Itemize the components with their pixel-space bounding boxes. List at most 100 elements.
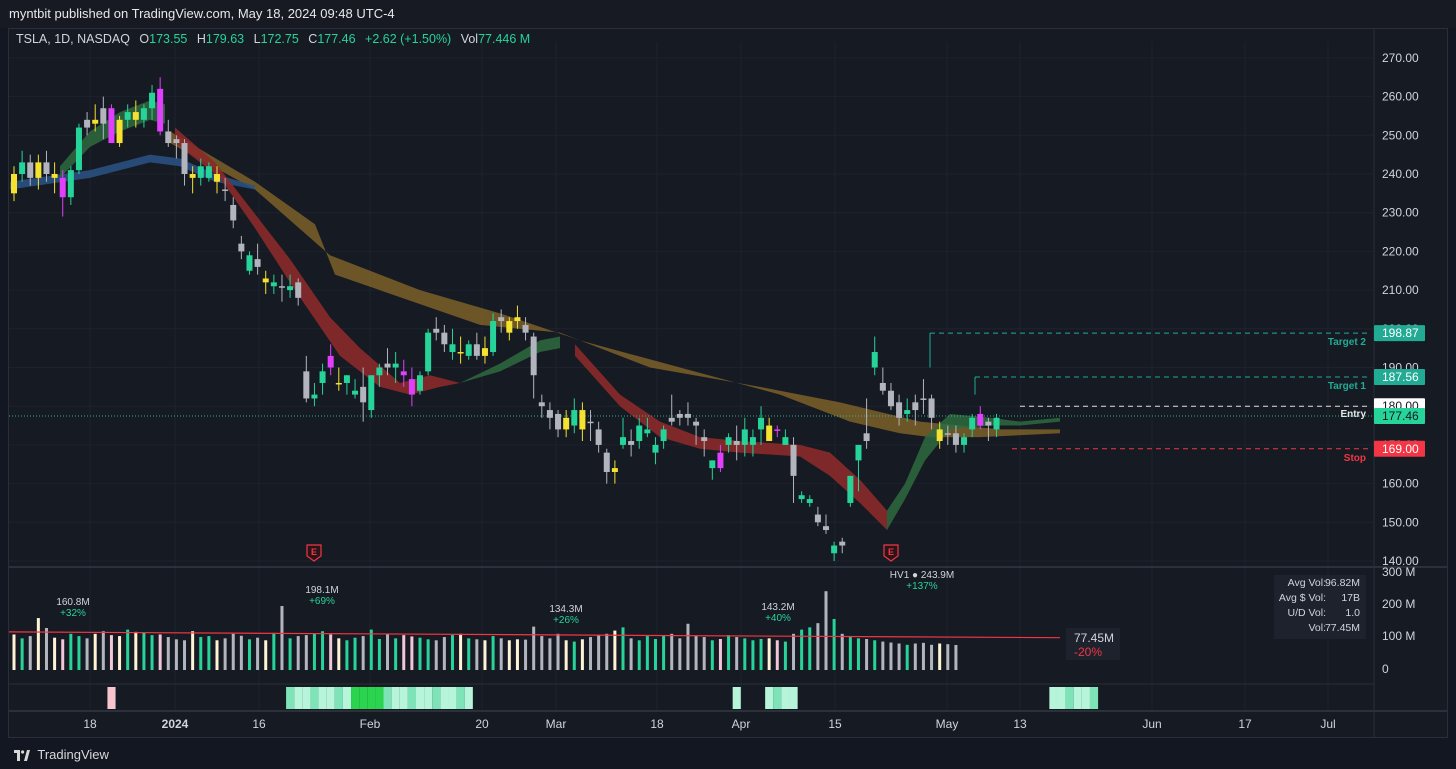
candle-body	[352, 390, 359, 395]
volume-bar	[44, 628, 48, 670]
volume-bar	[540, 636, 544, 670]
time-tick-label: 17	[1238, 717, 1252, 731]
volume-bar	[662, 635, 666, 670]
volume-bar	[824, 591, 828, 670]
candle-body	[59, 177, 66, 198]
volume-bar	[353, 637, 357, 670]
current-volume-value: 77.45M	[1074, 631, 1115, 645]
candle-body	[863, 433, 870, 442]
volume-bar	[321, 631, 325, 670]
stop-label: Stop	[1344, 453, 1366, 464]
volume-bar	[199, 637, 203, 670]
candle-body	[579, 410, 586, 430]
avg-dollar-vol-label: Avg $ Vol:	[1278, 592, 1326, 604]
candle-body	[587, 421, 594, 424]
signal-cell	[302, 687, 311, 709]
stop-box	[1374, 440, 1425, 457]
volume-bar	[930, 644, 934, 670]
price-tick-label: 210.00	[1382, 283, 1419, 297]
symbol-label[interactable]: TSLA, 1D, NASDAQ	[16, 32, 130, 46]
volume-bar	[808, 627, 812, 670]
candle-body	[173, 139, 180, 144]
price-tick-label: 260.00	[1382, 90, 1419, 104]
volume-bar	[848, 637, 852, 670]
time-tick-label: Feb	[360, 717, 381, 731]
signal-cell	[399, 687, 408, 709]
candle-body	[782, 437, 789, 445]
volume-bar	[873, 640, 877, 670]
volume-bar	[345, 640, 349, 670]
volume-bar	[499, 638, 503, 670]
candle-body	[43, 162, 50, 174]
target2-label: Target 2	[1328, 337, 1367, 348]
target2-value: 198.87	[1382, 326, 1419, 340]
candle-body	[766, 425, 773, 442]
candle-body	[717, 452, 724, 469]
volume-bar	[718, 638, 722, 670]
candle-body	[262, 278, 269, 283]
signal-cell	[448, 687, 457, 709]
candle-body	[806, 499, 813, 503]
time-tick-label: Jul	[1320, 717, 1335, 731]
candle-body	[343, 375, 350, 383]
candle-body	[952, 433, 959, 445]
target2-box	[1374, 325, 1425, 342]
candle-body	[360, 386, 367, 403]
candle-body	[514, 317, 521, 322]
signal-cell	[416, 687, 425, 709]
volume-bar	[296, 636, 300, 670]
volume-bar	[597, 635, 601, 670]
volume-bar	[572, 641, 576, 670]
candle-body	[67, 170, 74, 198]
candle-body	[887, 390, 894, 407]
candle-body	[904, 410, 911, 414]
candle-body	[660, 429, 667, 442]
time-tick-label: 18	[83, 717, 97, 731]
earnings-marker-text: E	[888, 547, 894, 557]
volume-annotation-pct: +137%	[906, 581, 938, 592]
volume-bar	[605, 633, 609, 670]
volume-bar	[329, 634, 333, 670]
signal-cell	[383, 687, 392, 709]
volume-bar	[629, 638, 633, 670]
candle-body	[871, 352, 878, 368]
volume-bar	[142, 632, 146, 670]
volume-bar	[53, 637, 57, 670]
volume-bar	[881, 641, 885, 670]
volume-bar	[507, 640, 511, 670]
candle-body	[92, 119, 99, 124]
publish-header: myntbit published on TradingView.com, Ma…	[0, 0, 1456, 28]
candle-body	[847, 475, 854, 503]
candle-body	[157, 88, 164, 132]
candle-body	[473, 344, 480, 356]
high-label: H	[196, 32, 206, 46]
candle-body	[51, 174, 58, 178]
candle-body	[433, 328, 440, 333]
target1-label: Target 1	[1328, 381, 1367, 392]
volume-bar	[735, 637, 739, 670]
signal-cell	[765, 687, 774, 709]
price-tick-label: 150.00	[1382, 515, 1419, 529]
candle-body	[35, 162, 42, 178]
volume-bar	[223, 638, 227, 670]
volume-bar	[686, 623, 690, 670]
candle-body	[84, 119, 91, 128]
volume-bar	[191, 631, 195, 670]
candle-body	[814, 514, 821, 523]
candle-body	[140, 108, 147, 120]
vol-stat-value: 77.45M	[1324, 622, 1360, 634]
candle-body	[335, 382, 342, 385]
ud-vol-label: U/D Vol:	[1287, 607, 1326, 619]
candle-body	[571, 410, 578, 426]
earnings-marker-icon	[306, 544, 322, 562]
candle-body	[741, 429, 748, 445]
volume-bar	[369, 629, 373, 670]
volume-bar	[702, 637, 706, 670]
candle-body	[628, 441, 635, 445]
candle-body	[790, 444, 797, 476]
target1-value: 187.56	[1382, 370, 1419, 384]
price-tick-label: 240.00	[1382, 167, 1419, 181]
candle-body	[368, 375, 375, 411]
volume-bar	[118, 636, 122, 670]
price-tick-label: 160.00	[1382, 477, 1419, 491]
